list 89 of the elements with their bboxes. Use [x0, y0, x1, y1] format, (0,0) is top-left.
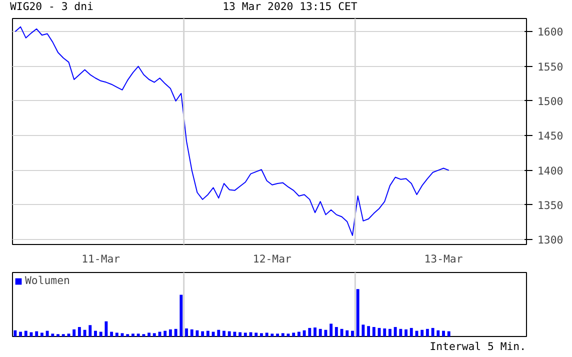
chart-title: WIG20 - 3 dni — [10, 0, 94, 14]
bar — [367, 326, 370, 336]
y-tick-label: 1350 — [538, 198, 564, 212]
y-tick-label: 1500 — [538, 94, 564, 108]
bar — [436, 330, 440, 336]
line-series — [14, 26, 450, 236]
bar — [362, 324, 365, 336]
bar — [244, 332, 247, 336]
bar — [185, 328, 188, 336]
bar — [40, 332, 44, 336]
bar — [372, 327, 376, 336]
bar — [24, 330, 28, 336]
bar — [238, 332, 242, 336]
bar — [217, 330, 220, 336]
bar — [120, 333, 124, 336]
bar — [152, 333, 156, 336]
bar — [356, 289, 360, 336]
bar — [254, 332, 258, 336]
bar — [249, 332, 252, 336]
bar — [334, 327, 338, 336]
bar — [94, 330, 97, 336]
bar — [270, 334, 274, 336]
bar — [104, 321, 108, 336]
bar — [426, 328, 429, 336]
bar — [442, 330, 445, 336]
bar — [110, 332, 114, 336]
bar — [115, 332, 118, 336]
bar — [168, 329, 172, 336]
bar — [431, 328, 434, 336]
bar — [72, 329, 76, 336]
y-tick-label: 1600 — [538, 26, 564, 39]
bar — [83, 330, 86, 336]
bar — [281, 333, 284, 336]
bar — [318, 328, 322, 336]
bar — [30, 332, 33, 336]
bar — [201, 331, 204, 336]
bar — [190, 329, 194, 336]
y-tick-label: 1400 — [538, 164, 564, 178]
bar — [99, 332, 102, 336]
text: 13 Mar 2020 13:15 CET — [222, 0, 358, 14]
y-tick-label: 1450 — [538, 130, 564, 143]
bar — [131, 334, 134, 336]
y-tick-label: 1550 — [538, 60, 564, 74]
bar — [46, 330, 49, 336]
bar — [297, 332, 300, 336]
x-tick-label: 11-Mar — [82, 252, 121, 266]
bar — [35, 331, 38, 336]
bar — [265, 332, 268, 336]
legend-label: Wolumen — [25, 274, 70, 287]
bar — [180, 294, 183, 336]
bar — [88, 325, 92, 336]
bar — [164, 330, 167, 336]
bar — [78, 327, 81, 336]
bar — [260, 333, 263, 336]
bar — [346, 330, 349, 336]
bar — [196, 330, 199, 336]
bar — [174, 328, 178, 336]
bar — [206, 330, 210, 336]
bar — [302, 330, 306, 336]
bar — [51, 334, 54, 336]
bar — [233, 332, 236, 336]
bar — [330, 324, 333, 336]
bar — [399, 328, 402, 336]
bar — [394, 327, 397, 336]
bar — [420, 330, 424, 336]
bar — [383, 328, 386, 336]
bar — [410, 328, 413, 336]
bar — [404, 329, 408, 336]
bar — [314, 327, 316, 336]
bar — [19, 332, 22, 336]
y-tick-label: 1300 — [538, 234, 564, 247]
bar — [292, 332, 296, 336]
bar — [351, 330, 354, 336]
bar — [447, 331, 450, 336]
x-tick-label: 13-Mar — [424, 252, 464, 266]
bar — [148, 332, 151, 336]
bar — [340, 328, 344, 336]
bar — [212, 332, 215, 336]
bar — [324, 330, 328, 336]
bar — [228, 331, 231, 336]
bar — [67, 334, 70, 336]
bar — [308, 328, 312, 336]
bar — [14, 330, 17, 336]
bar — [388, 328, 392, 336]
bar — [222, 330, 226, 336]
text: Interwal 5 Min. — [430, 340, 526, 354]
x-tick-label: 12-Mar — [252, 252, 292, 266]
bar — [276, 334, 280, 336]
bar — [136, 334, 140, 336]
